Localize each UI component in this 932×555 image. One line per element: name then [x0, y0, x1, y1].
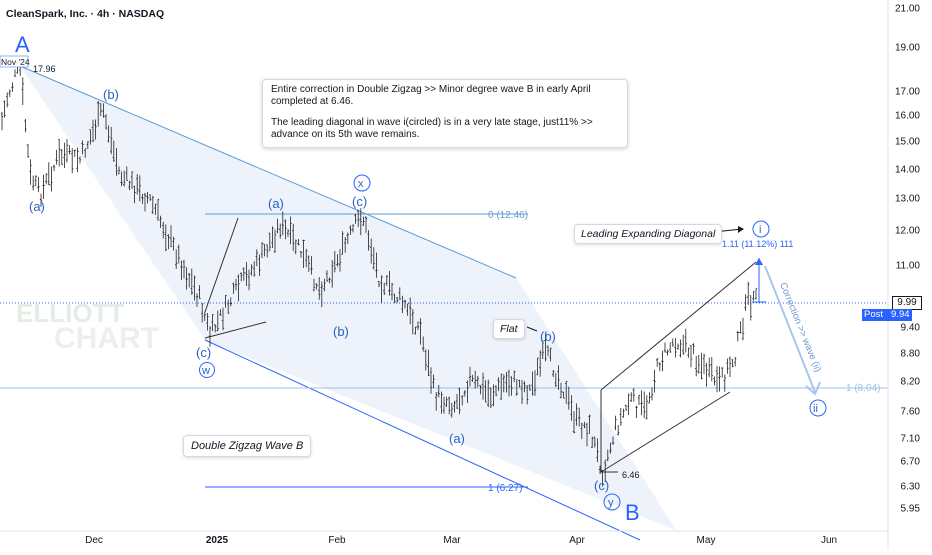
- wave-label-a1: (a): [29, 199, 45, 214]
- time-tick-label: Feb: [328, 535, 346, 546]
- correction-arrow-label: Correction >> wave (ii): [777, 281, 823, 374]
- wave-label-a3: (a): [449, 431, 465, 446]
- price-tick-label: 7.10: [901, 434, 921, 445]
- wave-label-a2: (a): [268, 196, 284, 211]
- channel-lower-line: [204, 339, 641, 541]
- flat-note: Flat: [493, 319, 525, 339]
- post-value: 9.94: [891, 309, 910, 320]
- wave-label-c2: (c): [352, 194, 367, 209]
- price-tick-label: 16.00: [895, 111, 920, 122]
- wave-label-i: i: [759, 224, 761, 236]
- price-tick-label: 9.40: [901, 323, 921, 334]
- wave-label-ii: ii: [813, 403, 818, 415]
- price-tick-label: 8.80: [901, 349, 921, 360]
- correction-arrowhead: [805, 381, 821, 396]
- lead-note-arrowhead: [738, 226, 744, 233]
- price-tick-label: 14.00: [895, 165, 920, 176]
- price-tick-label: 5.95: [901, 504, 921, 515]
- double-zigzag-note: Double Zigzag Wave B: [183, 435, 312, 457]
- price-tick-label: 6.70: [901, 457, 921, 468]
- circle-w: [199, 362, 215, 378]
- analysis-note: Entire correction in Double Zigzag >> Mi…: [262, 79, 628, 148]
- watermark-line1: ELLIOTT: [16, 298, 124, 328]
- channel-upper-line: [19, 65, 517, 279]
- price-tick-label: 15.00: [895, 137, 920, 148]
- high-price-label: 17.96: [33, 64, 56, 74]
- price-axis: 21.00 19.00 17.00 16.00 15.00 14.00 13.00 12.00…: [895, 4, 920, 515]
- price-tick-label: 11.00: [896, 261, 921, 272]
- price-tick-label: 21.00: [895, 4, 920, 15]
- price-tick-label: 12.00: [895, 226, 920, 237]
- price-tick-label: 7.60: [901, 407, 921, 418]
- wave-label-c3: (c): [594, 478, 609, 493]
- level-label-top: 0 (12.46): [488, 210, 528, 221]
- price-tick-label: 19.00: [895, 43, 920, 54]
- time-tick-label: Dec: [85, 535, 103, 546]
- wave-label-x: x: [358, 178, 364, 190]
- wave-label-b1: (b): [103, 87, 119, 102]
- wedge-line-1: [204, 217, 239, 313]
- time-tick-label: Apr: [569, 535, 585, 546]
- time-axis: Dec 2025 Feb Mar Apr May Jun: [85, 535, 837, 546]
- price-tick-label: 8.20: [901, 377, 921, 388]
- wave-label-B: B: [625, 500, 640, 525]
- start-badge: [0, 55, 29, 68]
- price-tick-label: 6.30: [901, 482, 921, 493]
- post-market-tag: Post 9.94: [862, 309, 912, 321]
- time-tick-label: Jun: [821, 535, 837, 546]
- start-label: Nov '24: [1, 57, 30, 67]
- analysis-note-line2: The leading diagonal in wave i(circled) …: [271, 117, 593, 140]
- wave-label-c1: (c): [196, 345, 211, 360]
- diagonal-upper-line: [600, 261, 757, 391]
- analysis-note-line1: Entire correction in Double Zigzag >> Mi…: [271, 84, 591, 107]
- low-price-label: 6.46: [622, 470, 640, 480]
- candles-group: [0, 57, 758, 487]
- watermark-line2: CHART: [54, 322, 159, 355]
- correction-arrow-line: [764, 265, 816, 393]
- time-tick-label: May: [697, 535, 716, 546]
- wave-label-y: y: [608, 497, 614, 509]
- extension-arrowhead: [755, 258, 763, 265]
- wave-label-w: w: [201, 365, 210, 377]
- circle-i: [752, 220, 770, 238]
- chart-title: CleanSpark, Inc. · 4h · NASDAQ: [6, 8, 165, 20]
- time-tick-label: 2025: [206, 535, 229, 546]
- price-tick-label: 17.00: [895, 87, 920, 98]
- wave-label-A: A: [15, 32, 30, 57]
- level-label-low: 1 (6.27): [488, 483, 522, 494]
- circle-ii: [809, 399, 827, 417]
- flat-note-arrow: [526, 326, 538, 332]
- wave-label-b2: (b): [333, 324, 349, 339]
- circle-y: [603, 493, 621, 511]
- post-label: Post: [864, 309, 884, 320]
- time-tick-label: Mar: [443, 535, 461, 546]
- current-price-tag: 9.99: [892, 296, 922, 310]
- channel-fill: [20, 66, 676, 530]
- leading-diagonal-note: Leading Expanding Diagonal: [574, 224, 723, 244]
- extension-label: 1.11 (11.12%) 111: [722, 239, 793, 249]
- diagonal-lower-line: [600, 391, 731, 473]
- wedge-line-2: [204, 321, 267, 339]
- level-label-mid: 1 (8.04): [846, 383, 880, 394]
- price-tick-label: 13.00: [895, 194, 920, 205]
- circle-x: [353, 174, 371, 192]
- wave-label-b3: (b): [540, 329, 556, 344]
